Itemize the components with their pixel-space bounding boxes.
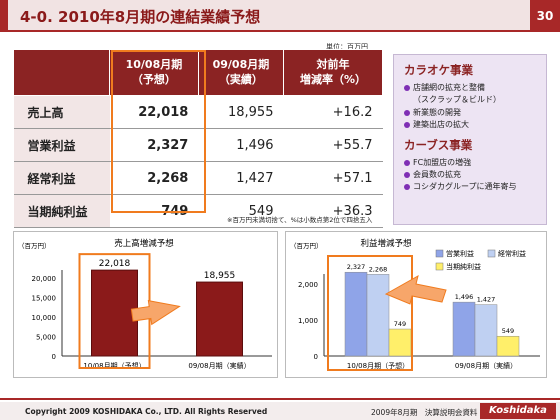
forecast-highlight-box [111, 50, 206, 213]
bar [366, 274, 390, 357]
cell-change: +36.3 [283, 194, 383, 228]
footer-rule [0, 398, 560, 400]
bar-value-label: 749 [394, 320, 406, 328]
table-header-row: 10/08月期 （予想） 09/08月期 （実績） 対前年 増減率（%） [13, 49, 384, 96]
x-tick-label: 10/08月期（予想） [83, 361, 145, 370]
y-axis-label: （百万円） [290, 242, 323, 250]
table-note: ※百万円未満切捨て、%は小数点第2位で四捨五入 [227, 216, 373, 224]
sales-chart-svg: 売上高増減予想 （百万円） 0 5,000 10,000 15,000 20,000 22,0… [18, 238, 272, 370]
x-tick-label: 10/08月期（予想） [347, 361, 409, 370]
x-tick-label: 09/08月期（実績） [455, 361, 517, 370]
header-change: 対前年 増減率（%） [282, 49, 384, 96]
chart-title: 売上高増減予想 [114, 238, 174, 249]
bar [388, 328, 412, 357]
y-tick-label: 15,000 [32, 295, 57, 303]
header-bar: 4-0. 2010年8月期の連結業績予想 30 [0, 0, 560, 32]
legend-swatch [435, 262, 444, 271]
legend-label: 営業利益 [446, 249, 474, 258]
document-label: 2009年8月期 決算説明会資料 [371, 408, 478, 417]
unit-label: 単位：百万円 [326, 43, 368, 51]
bar [344, 271, 368, 357]
table-row: 売上高 22,018 18,955 +16.2 [13, 95, 383, 129]
curves-list: FC加盟店の増強 会員数の拡充 コシダカグループに通年寄与 [404, 157, 540, 194]
bar [196, 281, 243, 357]
list-item: （スクラップ＆ビルド） [413, 95, 501, 105]
bar-value-label: 1,496 [455, 293, 474, 301]
list-item: コシダカグループに通年寄与 [404, 181, 540, 193]
arrow-shape [130, 300, 181, 326]
y-tick-label: 0 [52, 353, 56, 361]
forecast-highlight [327, 255, 413, 371]
x-tick-label: 09/08月期（実績） [188, 361, 250, 370]
bar-value-label: 1,427 [477, 296, 496, 304]
profit-chart: 利益増減予想 （百万円） 0 1,000 2,000 営業利益 経常利益当期純利益 2,327… [285, 231, 547, 378]
y-tick-label: 20,000 [32, 275, 57, 283]
bar [496, 335, 520, 357]
y-tick-label: 2,000 [298, 281, 318, 289]
page-title: 4-0. 2010年8月期の連結業績予想 [20, 8, 261, 26]
list-item: FC加盟店の増強 [404, 157, 540, 169]
cell-actual: 1,496 [198, 128, 284, 162]
cell-forecast: 2,327 [109, 128, 199, 162]
y-axis-label: （百万円） [18, 242, 51, 250]
row-label: 営業利益 [13, 128, 110, 162]
curves-heading: カーブス事業 [404, 137, 473, 152]
y-tick-label: 1,000 [298, 317, 318, 325]
karaoke-list: 店舗網の拡充と整備 （スクラップ＆ビルド） 新業態の開発 建築出店の拡大 [404, 82, 540, 132]
cell-forecast: 22,018 [109, 95, 199, 129]
footer: Copyright 2009 KOSHIDAKA Co., LTD. All R… [0, 402, 560, 420]
cell-change: +16.2 [283, 95, 383, 129]
cell-change: +57.1 [283, 161, 383, 195]
cell-forecast: 2,268 [109, 161, 199, 195]
cell-actual: 1,427 [198, 161, 284, 195]
y-tick-label: 0 [314, 353, 318, 361]
bar [452, 301, 476, 357]
header-actual: 09/08月期 （実績） [197, 49, 284, 96]
bar [91, 269, 138, 357]
cell-change: +55.7 [283, 128, 383, 162]
page-number: 30 [530, 0, 560, 32]
row-label: 経常利益 [13, 161, 110, 195]
list-item: 店舗網の拡充と整備 [404, 82, 540, 94]
copyright: Copyright 2009 KOSHIDAKA Co., LTD. All R… [25, 407, 268, 416]
legend-swatch [435, 249, 444, 258]
bar-value-label: 2,268 [369, 265, 388, 273]
header-accent [0, 0, 8, 32]
table-row: 営業利益 2,327 1,496 +55.7 [13, 128, 383, 162]
bar-value-label: 22,018 [99, 259, 131, 269]
legend-label: 経常利益 [498, 249, 526, 258]
chart-title: 利益増減予想 [360, 238, 412, 249]
list-item: 会員数の拡充 [404, 169, 540, 181]
row-label: 売上高 [13, 95, 110, 129]
list-item: 建築出店の拡大 [404, 119, 540, 131]
table-corner [13, 49, 110, 96]
arrow-shape [384, 274, 447, 305]
row-label: 当期純利益 [13, 194, 110, 228]
company-logo: Koshidaka [480, 403, 556, 419]
karaoke-heading: カラオケ事業 [404, 63, 473, 77]
bar [474, 304, 498, 357]
cell-actual: 549 [198, 194, 284, 228]
legend-swatch [487, 249, 496, 258]
business-panel: カラオケ事業 店舗網の拡充と整備 （スクラップ＆ビルド） 新業態の開発 建築出店… [393, 54, 547, 225]
cell-actual: 18,955 [198, 95, 284, 129]
list-item: 新業態の開発 [404, 107, 540, 119]
sales-chart: 売上高増減予想 （百万円） 0 5,000 10,000 15,000 20,000 22,0… [13, 231, 278, 378]
table-row: 経常利益 2,268 1,427 +57.1 [13, 161, 383, 195]
bar-value-label: 18,955 [204, 271, 236, 281]
y-tick-label: 10,000 [32, 314, 57, 322]
legend-label: 当期純利益 [446, 262, 481, 271]
bar-value-label: 549 [502, 327, 514, 335]
bar-value-label: 2,327 [347, 263, 366, 271]
y-tick-label: 5,000 [36, 334, 56, 342]
